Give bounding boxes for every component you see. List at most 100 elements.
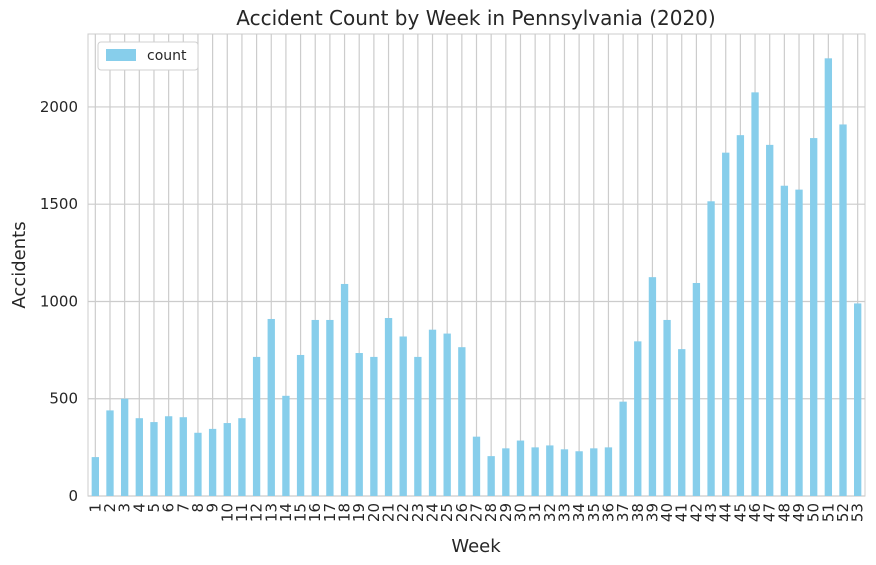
bar-week-53 — [854, 303, 862, 496]
bar-week-25 — [443, 333, 451, 496]
x-tick-label: 28 — [482, 503, 500, 522]
x-tick-label: 13 — [262, 503, 280, 522]
bar-week-19 — [355, 353, 363, 496]
x-tick-label: 15 — [292, 503, 310, 522]
bar-week-22 — [399, 336, 407, 496]
bar-week-28 — [487, 456, 495, 496]
bar-week-48 — [780, 185, 789, 496]
y-tick-label: 2000 — [40, 98, 78, 116]
bar-week-44 — [722, 152, 730, 496]
y-tick-label: 500 — [49, 390, 78, 408]
x-tick-label: 52 — [834, 503, 852, 522]
x-tick-label: 39 — [643, 503, 661, 522]
bar-week-24 — [428, 329, 437, 496]
bar-week-49 — [795, 189, 803, 497]
bars — [91, 58, 862, 497]
bar-week-33 — [560, 449, 569, 496]
bar-week-46 — [751, 92, 759, 496]
y-axis-label: Accidents — [9, 221, 30, 308]
x-tick-label: 25 — [438, 503, 456, 522]
x-tick-label: 18 — [336, 503, 354, 522]
bar-week-9 — [208, 428, 217, 496]
bar-week-14 — [282, 395, 290, 496]
bar-week-31 — [531, 447, 539, 496]
x-tick-label: 47 — [761, 503, 779, 522]
x-tick-label: 10 — [218, 503, 236, 522]
bar-week-4 — [135, 418, 143, 496]
x-tick-label: 24 — [424, 503, 442, 522]
bar-week-10 — [223, 423, 231, 496]
x-tick-label: 36 — [599, 503, 617, 522]
x-tick-label: 3 — [116, 503, 134, 513]
bar-week-13 — [267, 318, 275, 496]
bar-week-5 — [150, 422, 158, 496]
bar-week-47 — [766, 144, 774, 496]
bar-week-42 — [692, 282, 701, 496]
y-tick-label: 0 — [68, 487, 78, 505]
chart-title: Accident Count by Week in Pennsylvania (… — [236, 6, 715, 30]
x-tick-label: 43 — [702, 503, 720, 522]
bar-week-45 — [736, 135, 745, 496]
bar-week-16 — [311, 319, 319, 496]
y-tick-labels: 0 500 1000 1500 2000 — [40, 98, 78, 505]
x-tick-label: 44 — [717, 503, 735, 522]
bar-week-20 — [370, 356, 378, 496]
legend-swatch — [106, 49, 136, 61]
x-tick-label: 9 — [204, 503, 222, 513]
x-tick-label: 2 — [101, 503, 119, 513]
bar-week-27 — [472, 436, 481, 496]
bar-week-2 — [106, 410, 114, 496]
x-tick-label: 1 — [86, 503, 104, 513]
x-tick-label: 8 — [189, 503, 207, 513]
bar-week-11 — [238, 418, 246, 496]
x-tick-label: 5 — [145, 503, 163, 513]
legend-label: count — [147, 48, 187, 64]
x-tick-label: 41 — [673, 503, 691, 522]
bar-week-43 — [707, 201, 715, 496]
x-tick-label: 7 — [174, 503, 192, 513]
bar-week-40 — [663, 319, 671, 496]
bar-week-6 — [164, 416, 173, 496]
x-tick-label: 53 — [849, 503, 867, 522]
x-tick-label: 51 — [819, 503, 837, 522]
x-tick-label: 30 — [511, 503, 529, 522]
bar-week-3 — [120, 398, 129, 496]
bar-week-52 — [839, 124, 847, 496]
legend: count — [97, 41, 199, 71]
plot-area — [87, 33, 866, 497]
x-tick-label: 29 — [497, 503, 515, 522]
x-tick-label: 33 — [555, 503, 573, 522]
bar-week-15 — [296, 354, 305, 496]
x-tick-label: 49 — [790, 503, 808, 522]
x-tick-label: 35 — [585, 503, 603, 522]
x-tick-label: 38 — [629, 503, 647, 522]
bar-week-23 — [414, 356, 422, 496]
x-tick-label: 26 — [453, 503, 471, 522]
bar-week-21 — [384, 318, 393, 496]
bar-week-30 — [516, 440, 525, 496]
x-tick-label: 40 — [658, 503, 676, 522]
x-tick-label: 42 — [687, 503, 705, 522]
bar-week-32 — [546, 445, 554, 496]
bar-week-41 — [678, 349, 686, 496]
x-tick-label: 27 — [468, 503, 486, 522]
bar-week-8 — [194, 432, 202, 496]
bar-week-12 — [252, 356, 261, 496]
x-tick-label: 20 — [365, 503, 383, 522]
x-tick-label: 16 — [306, 503, 324, 522]
x-tick-label: 12 — [248, 503, 266, 522]
x-tick-label: 11 — [233, 503, 251, 522]
x-tick-label: 17 — [321, 503, 339, 522]
x-tick-labels: 1234567891011121314151617181920212223242… — [86, 503, 866, 522]
x-tick-label: 4 — [130, 503, 148, 513]
bar-week-1 — [91, 457, 99, 496]
bar-week-26 — [458, 347, 466, 496]
x-tick-label: 32 — [541, 503, 559, 522]
bar-week-36 — [604, 447, 613, 496]
x-tick-label: 48 — [775, 503, 793, 522]
x-tick-label: 22 — [394, 503, 412, 522]
bar-week-50 — [810, 138, 818, 496]
x-tick-label: 45 — [731, 503, 749, 522]
bar-week-37 — [619, 401, 627, 496]
